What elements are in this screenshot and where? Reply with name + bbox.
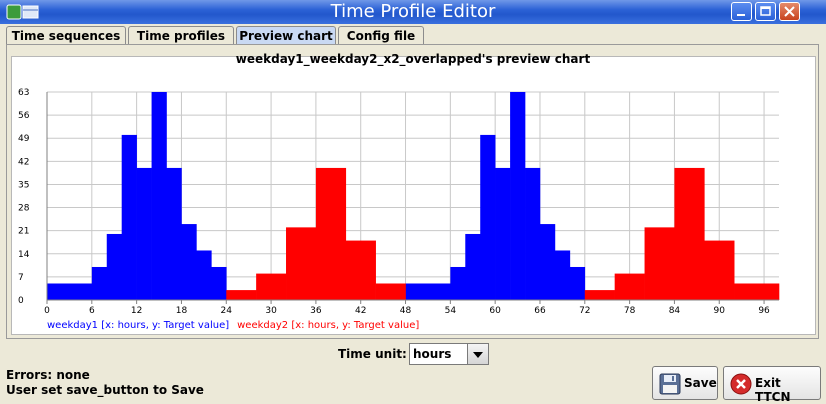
preview-chart-panel <box>6 44 819 339</box>
exit-ttcn-button-label: Exit TTCN <box>755 376 791 404</box>
tab-config-file[interactable]: Config file <box>338 26 424 44</box>
maximize-button[interactable] <box>755 2 776 21</box>
time-unit-label: Time unit: <box>338 347 407 361</box>
window-title: Time Profile Editor <box>330 1 496 22</box>
close-button[interactable] <box>779 2 800 21</box>
chart-frame <box>11 56 816 335</box>
minimize-button[interactable] <box>731 2 752 21</box>
errors-status: Errors: none <box>6 368 90 382</box>
exit-ttcn-button[interactable]: Exit TTCN <box>723 366 821 404</box>
title-bar[interactable]: Time Profile Editor <box>0 0 826 24</box>
tab-time-profiles[interactable]: Time profiles <box>128 26 234 44</box>
save-button-label: Save <box>684 376 717 390</box>
tab-time-sequences[interactable]: Time sequences <box>6 26 126 44</box>
chart-title: weekday1_weekday2_x2_overlapped's previe… <box>235 52 591 66</box>
status-message: User set save_button to Save <box>6 383 204 397</box>
maximize-icon <box>760 6 771 16</box>
tab-preview-chart[interactable]: Preview chart <box>236 26 336 44</box>
close-icon <box>784 6 795 17</box>
minimize-icon <box>737 14 745 16</box>
time-unit-value: hours <box>413 347 452 361</box>
app-icon <box>6 4 39 20</box>
time-unit-select[interactable]: hours <box>409 343 489 365</box>
dropdown-arrow-button[interactable] <box>467 344 488 364</box>
floppy-disk-icon <box>659 373 681 395</box>
chevron-down-icon <box>473 352 483 358</box>
save-button[interactable]: Save <box>652 366 718 400</box>
exit-icon <box>730 373 752 395</box>
